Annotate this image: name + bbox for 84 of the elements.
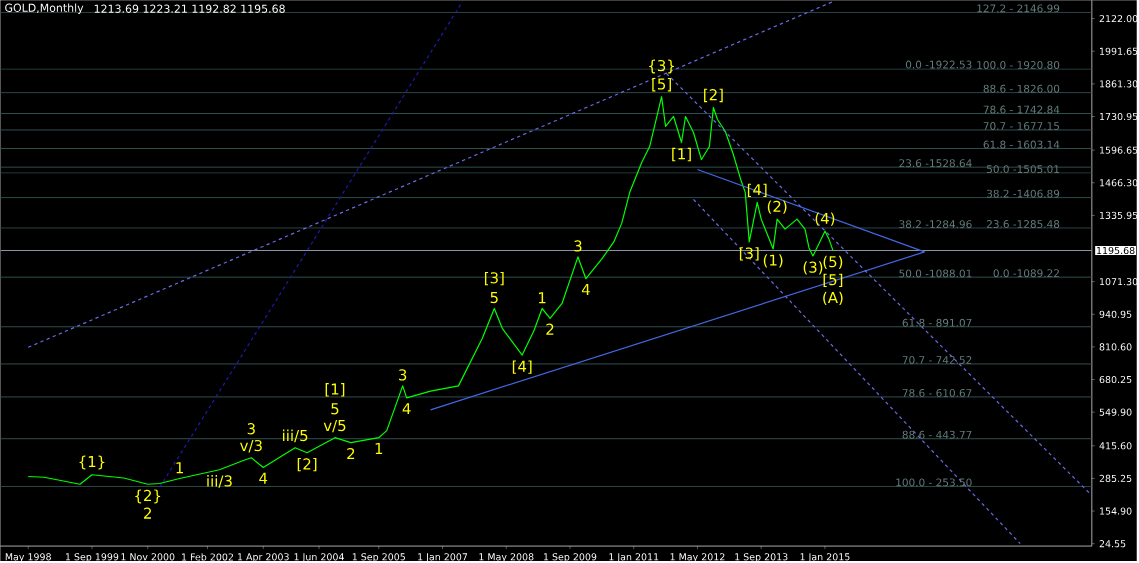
y-tick-label: 1071.30: [1100, 278, 1138, 286]
annotation: (4): [815, 212, 835, 226]
annotation: 70.7 - 1677.15: [983, 122, 1060, 130]
y-tick-label: 940.95: [1099, 310, 1132, 318]
annotation: 2: [546, 323, 554, 335]
annotation: 23.6 -1528.64: [899, 159, 972, 168]
x-tick-label: 1 Sep 2013: [735, 553, 788, 563]
chart-title: GOLD,Monthly: [5, 3, 84, 15]
annotation: iii/5: [283, 429, 308, 443]
x-tick-label: 1 Sep 2009: [544, 553, 597, 563]
annotation: 61.8 - 891.07: [902, 318, 972, 327]
annotation: 1: [538, 292, 546, 304]
annotation: 78.6 - 610.67: [902, 389, 972, 397]
y-tick-label: 415.60: [1099, 442, 1132, 450]
annotation: (5): [823, 255, 843, 270]
annotation: 1: [375, 442, 383, 454]
annotation: 4: [581, 284, 590, 295]
annotation: 38.2 -1406.89: [987, 189, 1060, 198]
annotation: [3]: [484, 271, 504, 286]
annotation: 50.0 -1505.01: [987, 165, 1059, 174]
y-tick-label: 810.60: [1099, 343, 1132, 351]
y-tick-label: 1466.30: [1100, 179, 1138, 187]
y-tick-label: 680.25: [1099, 375, 1132, 384]
annotation: (2): [767, 200, 787, 214]
annotation: [2]: [704, 88, 723, 103]
annotation: 70.7 - 742.52: [902, 355, 972, 364]
annotation: 2: [347, 447, 355, 460]
annotation: (A): [823, 291, 843, 305]
chart-subtitle: 1213.69 1223.21 1192.82 1195.68: [94, 4, 285, 13]
annotation: 3: [574, 240, 582, 252]
x-tick-label: 1 Sep 2005: [352, 553, 405, 563]
annotation: {3}: [649, 59, 674, 74]
annotation: 2: [144, 507, 151, 519]
annotation: 88.6 - 443.77: [902, 430, 972, 439]
annotation: (1): [763, 254, 783, 268]
annotation: (3): [803, 261, 823, 275]
annotation: 5: [490, 292, 498, 304]
x-tick-label: 1 Nov 2000: [121, 553, 175, 561]
annotation: [2]: [297, 457, 317, 472]
annotation: 38.2 -1284.96: [899, 220, 972, 229]
x-tick-label: May 1998: [5, 553, 51, 563]
annotation: 5: [331, 403, 339, 415]
y-tick-label: 1861.30: [1100, 80, 1138, 88]
y-tick-label: 285.25: [1099, 474, 1132, 482]
annotation: iii/3: [207, 475, 232, 488]
annotation: 61.8 - 1603.14: [983, 140, 1060, 149]
y-tick-label: 154.90: [1100, 507, 1132, 515]
y-tick-label: 1596.65: [1100, 146, 1138, 154]
annotation: 4: [259, 472, 268, 484]
annotation: [1]: [672, 147, 691, 162]
ref-line-label: 1195.68: [1097, 246, 1135, 255]
annotation: {1}: [79, 455, 105, 470]
y-tick-label: 1335.95: [1100, 211, 1138, 219]
annotation: 4: [402, 403, 411, 415]
annotation: 23.6 -1285.48: [986, 220, 1060, 228]
x-tick-label: 1 May 2012: [670, 553, 725, 563]
annotation: 88.6 - 1826.00: [983, 84, 1060, 93]
x-tick-label: 1 Feb 2002: [182, 553, 233, 561]
annotation: {2}: [135, 489, 161, 504]
x-tick-label: 1 Jan 2007: [418, 553, 468, 563]
annotation: 78.6 - 1742.84: [983, 105, 1060, 114]
annotation: v/5: [323, 420, 346, 433]
annotation: 3: [399, 369, 407, 381]
annotation: 1: [176, 462, 183, 474]
x-tick-label: 1 Apr 2003: [238, 553, 289, 563]
x-tick-label: 1 May 2008: [479, 553, 534, 563]
y-tick-label: 2122.00: [1099, 15, 1138, 23]
annotation: [1]: [325, 383, 345, 397]
y-tick-label: 1730.95: [1100, 112, 1138, 121]
annotation: [5]: [652, 78, 671, 92]
annotation: 100.0 - 1920.80: [977, 61, 1060, 69]
annotation: 0.0 -1089.22: [993, 269, 1059, 278]
annotation: [3]: [739, 247, 759, 261]
annotation: 50.0 -1088.01: [899, 269, 972, 278]
x-tick-label: 1 Sep 1999: [65, 553, 119, 563]
y-tick-label: 1991.65: [1100, 47, 1138, 55]
annotation: 3: [247, 423, 255, 435]
y-tick-label: 549.90: [1099, 408, 1132, 416]
annotation: v/3: [240, 439, 262, 453]
annotation: 100.0 - 253.50: [896, 478, 972, 487]
annotation: [4]: [512, 360, 532, 374]
annotation: 127.2 - 2146.99: [977, 4, 1060, 13]
y-tick-label: 24.55: [1099, 540, 1126, 548]
annotation: 0.0 -1922.53: [905, 60, 972, 69]
